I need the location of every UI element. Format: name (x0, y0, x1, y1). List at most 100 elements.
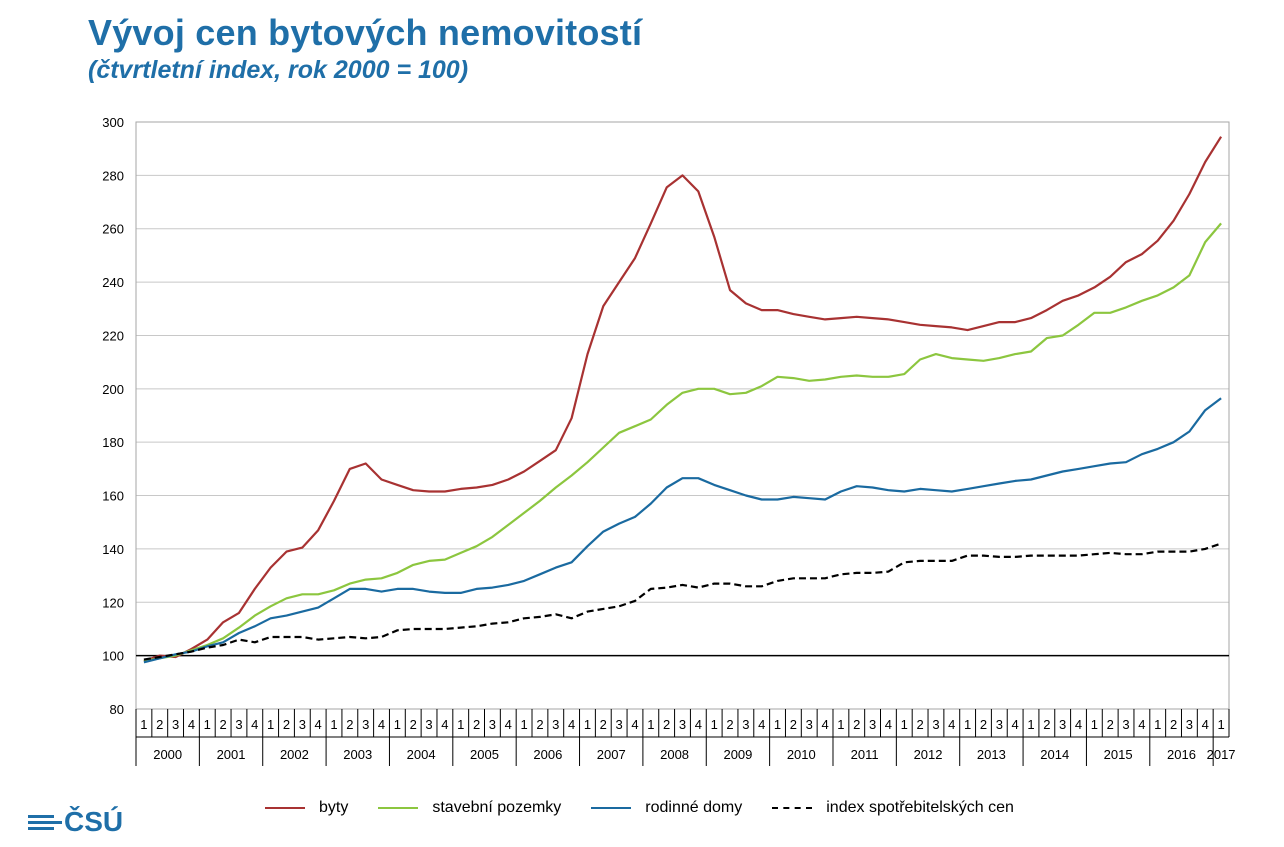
x-quarter-label: 4 (695, 717, 702, 732)
legend-item-rodinne-domy: rodinné domy (591, 799, 742, 817)
chart-legend: byty stavební pozemky rodinné domy index… (265, 796, 1044, 820)
x-quarter-label: 4 (188, 717, 195, 732)
x-quarter-label: 3 (742, 717, 749, 732)
x-year-label-2011: 2011 (851, 747, 879, 762)
legend-item-cpi: index spotřebitelských cen (772, 799, 1014, 817)
y-tick-label-240: 240 (102, 275, 124, 290)
x-quarter-label: 2 (663, 717, 670, 732)
x-quarter-label: 3 (362, 717, 369, 732)
x-quarter-label: 2 (980, 717, 987, 732)
y-tick-label-180: 180 (102, 435, 124, 450)
x-quarter-label: 3 (235, 717, 242, 732)
y-tick-label-280: 280 (102, 168, 124, 183)
x-quarter-label: 4 (378, 717, 385, 732)
logo-lines-icon (28, 814, 62, 830)
y-tick-label-80: 80 (110, 702, 124, 717)
x-year-label-2003: 2003 (343, 747, 372, 762)
x-year-label-2009: 2009 (723, 747, 752, 762)
x-quarter-label: 1 (267, 717, 274, 732)
x-quarter-label: 3 (869, 717, 876, 732)
x-quarter-label: 3 (299, 717, 306, 732)
y-tick-label-140: 140 (102, 542, 124, 557)
y-tick-label-120: 120 (102, 595, 124, 610)
x-quarter-label: 2 (1170, 717, 1177, 732)
x-quarter-label: 3 (172, 717, 179, 732)
x-quarter-label: 2 (156, 717, 163, 732)
x-quarter-label: 4 (315, 717, 322, 732)
x-year-label-2005: 2005 (470, 747, 499, 762)
x-year-label-2013: 2013 (977, 747, 1006, 762)
series-line-1 (143, 222, 1222, 663)
x-quarter-label: 1 (1217, 717, 1224, 732)
x-year-label-2002: 2002 (280, 747, 309, 762)
x-quarter-label: 1 (1027, 717, 1034, 732)
x-year-label-2001: 2001 (217, 747, 246, 762)
x-year-label-2000: 2000 (153, 747, 182, 762)
y-tick-label-100: 100 (102, 649, 124, 664)
x-year-label-2015: 2015 (1104, 747, 1133, 762)
y-tick-label-200: 200 (102, 382, 124, 397)
x-quarter-label: 3 (552, 717, 559, 732)
x-quarter-label: 4 (1075, 717, 1082, 732)
x-year-label-2006: 2006 (533, 747, 562, 762)
x-quarter-label: 2 (600, 717, 607, 732)
series-line-2 (143, 397, 1222, 664)
x-quarter-label: 4 (821, 717, 828, 732)
x-quarter-label: 4 (758, 717, 765, 732)
x-quarter-label: 4 (1012, 717, 1019, 732)
plot-area-border (135, 121, 1230, 710)
x-quarter-label: 1 (901, 717, 908, 732)
x-quarter-label: 2 (346, 717, 353, 732)
x-quarter-label: 2 (1107, 717, 1114, 732)
x-quarter-label: 3 (1059, 717, 1066, 732)
x-quarter-label: 4 (505, 717, 512, 732)
x-year-label-2004: 2004 (407, 747, 436, 762)
x-quarter-label: 4 (885, 717, 892, 732)
x-quarter-label: 2 (283, 717, 290, 732)
x-quarter-label: 1 (837, 717, 844, 732)
x-quarter-label: 1 (520, 717, 527, 732)
x-quarter-label: 1 (1154, 717, 1161, 732)
x-quarter-label: 3 (489, 717, 496, 732)
x-quarter-label: 4 (1138, 717, 1145, 732)
x-quarter-label: 1 (330, 717, 337, 732)
y-tick-label-300: 300 (102, 115, 124, 130)
x-quarter-label: 2 (473, 717, 480, 732)
page-title: Vývoj cen bytových nemovitostí (88, 12, 643, 53)
x-quarter-label: 3 (679, 717, 686, 732)
y-tick-label-160: 160 (102, 489, 124, 504)
x-quarter-label: 4 (441, 717, 448, 732)
series-line-0 (143, 136, 1223, 663)
x-quarter-label: 3 (1186, 717, 1193, 732)
x-quarter-label: 3 (996, 717, 1003, 732)
x-quarter-label: 1 (394, 717, 401, 732)
x-quarter-label: 2 (536, 717, 543, 732)
x-quarter-label: 1 (457, 717, 464, 732)
series-line-3 (143, 542, 1222, 661)
legend-swatch-rodinne-domy (591, 807, 632, 809)
x-quarter-label: 1 (964, 717, 971, 732)
x-quarter-label: 2 (220, 717, 227, 732)
x-quarter-label: 1 (584, 717, 591, 732)
legend-swatch-cpi (772, 807, 813, 809)
x-quarter-label: 1 (1091, 717, 1098, 732)
legend-label-rodinne-domy: rodinné domy (645, 799, 743, 816)
x-quarter-label: 2 (790, 717, 797, 732)
x-quarter-label: 3 (1122, 717, 1129, 732)
x-year-label-2012: 2012 (914, 747, 943, 762)
x-quarter-label: 4 (631, 717, 638, 732)
legend-item-byty: byty (265, 799, 348, 817)
x-quarter-label: 3 (806, 717, 813, 732)
x-quarter-label: 1 (647, 717, 654, 732)
x-quarter-label: 1 (140, 717, 147, 732)
x-quarter-label: 2 (1043, 717, 1050, 732)
x-year-label-2010: 2010 (787, 747, 816, 762)
x-quarter-label: 4 (568, 717, 575, 732)
x-quarter-label: 1 (204, 717, 211, 732)
legend-swatch-byty (265, 807, 305, 809)
x-quarter-label: 1 (774, 717, 781, 732)
x-quarter-label: 2 (853, 717, 860, 732)
x-quarter-label: 4 (948, 717, 955, 732)
legend-item-stavebni-pozemky: stavební pozemky (378, 799, 561, 817)
